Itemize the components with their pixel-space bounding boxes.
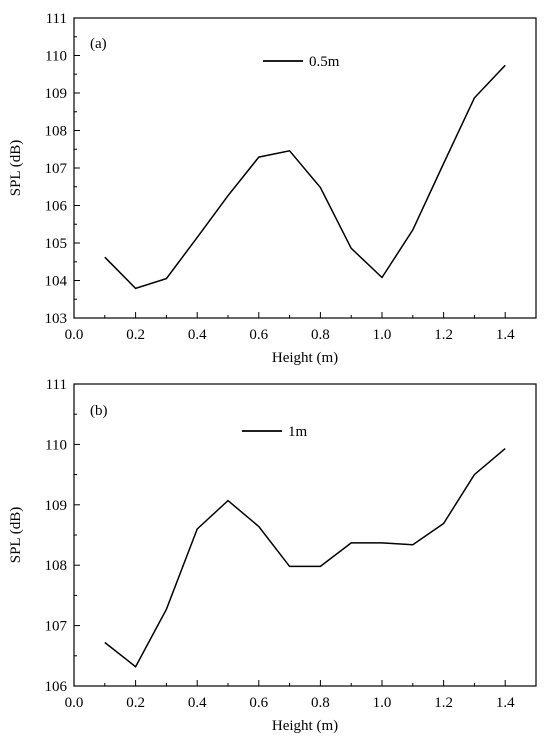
x-tick-label: 0.6	[249, 327, 268, 343]
x-tick-label: 1.0	[373, 327, 392, 343]
y-tick-label: 103	[45, 311, 68, 327]
panel-label: (b)	[90, 403, 108, 419]
x-tick-label: 1.4	[496, 695, 515, 711]
x-tick-label: 1.2	[434, 327, 453, 343]
y-tick-label: 111	[46, 11, 67, 27]
y-tick-label: 105	[45, 236, 68, 252]
x-tick-label: 0.0	[65, 695, 84, 711]
series-line-0	[104, 448, 506, 668]
y-tick-label: 109	[45, 498, 68, 514]
x-tick-label: 1.0	[373, 695, 392, 711]
y-tick-label: 111	[46, 377, 67, 393]
x-axis-title: Height (m)	[272, 718, 338, 734]
series-line-0	[104, 64, 506, 290]
x-tick-label: 1.2	[434, 695, 453, 711]
x-tick-label: 0.4	[188, 327, 207, 343]
y-tick-label: 108	[45, 124, 68, 140]
y-tick-label: 108	[45, 558, 68, 574]
y-axis-title: SPL (dB)	[8, 507, 24, 564]
x-tick-label: 0.2	[126, 695, 145, 711]
y-tick-label: 106	[45, 679, 68, 695]
legend-label: 0.5m	[309, 54, 340, 70]
x-tick-label: 0.2	[126, 327, 145, 343]
x-axis-title: Height (m)	[272, 350, 338, 366]
y-tick-label: 110	[45, 437, 67, 453]
y-axis-title: SPL (dB)	[8, 140, 24, 197]
x-tick-label: 0.6	[249, 695, 268, 711]
legend-label: 1m	[288, 424, 308, 440]
x-tick-label: 1.4	[496, 327, 515, 343]
x-tick-label: 0.8	[311, 327, 330, 343]
y-tick-label: 106	[45, 199, 68, 215]
x-tick-label: 0.8	[311, 695, 330, 711]
chart-panel-b: 0.0 0.2 0.4 0.6 0.8 1.0 1.2 1.4 106 107 108 109 110 1…	[8, 377, 537, 734]
y-tick-label: 110	[45, 49, 67, 65]
y-tick-label: 107	[45, 619, 68, 635]
x-tick-label: 0.0	[65, 327, 84, 343]
panel-label: (a)	[90, 36, 107, 52]
y-tick-label: 104	[45, 274, 68, 290]
y-tick-label: 107	[45, 161, 68, 177]
x-tick-label: 0.4	[188, 695, 207, 711]
chart-panel-a: 0.0 0.2 0.4 0.6 0.8 1.0 1.2 1.4 103 104 105 106 107 1…	[8, 11, 537, 366]
y-tick-label: 109	[45, 86, 68, 102]
